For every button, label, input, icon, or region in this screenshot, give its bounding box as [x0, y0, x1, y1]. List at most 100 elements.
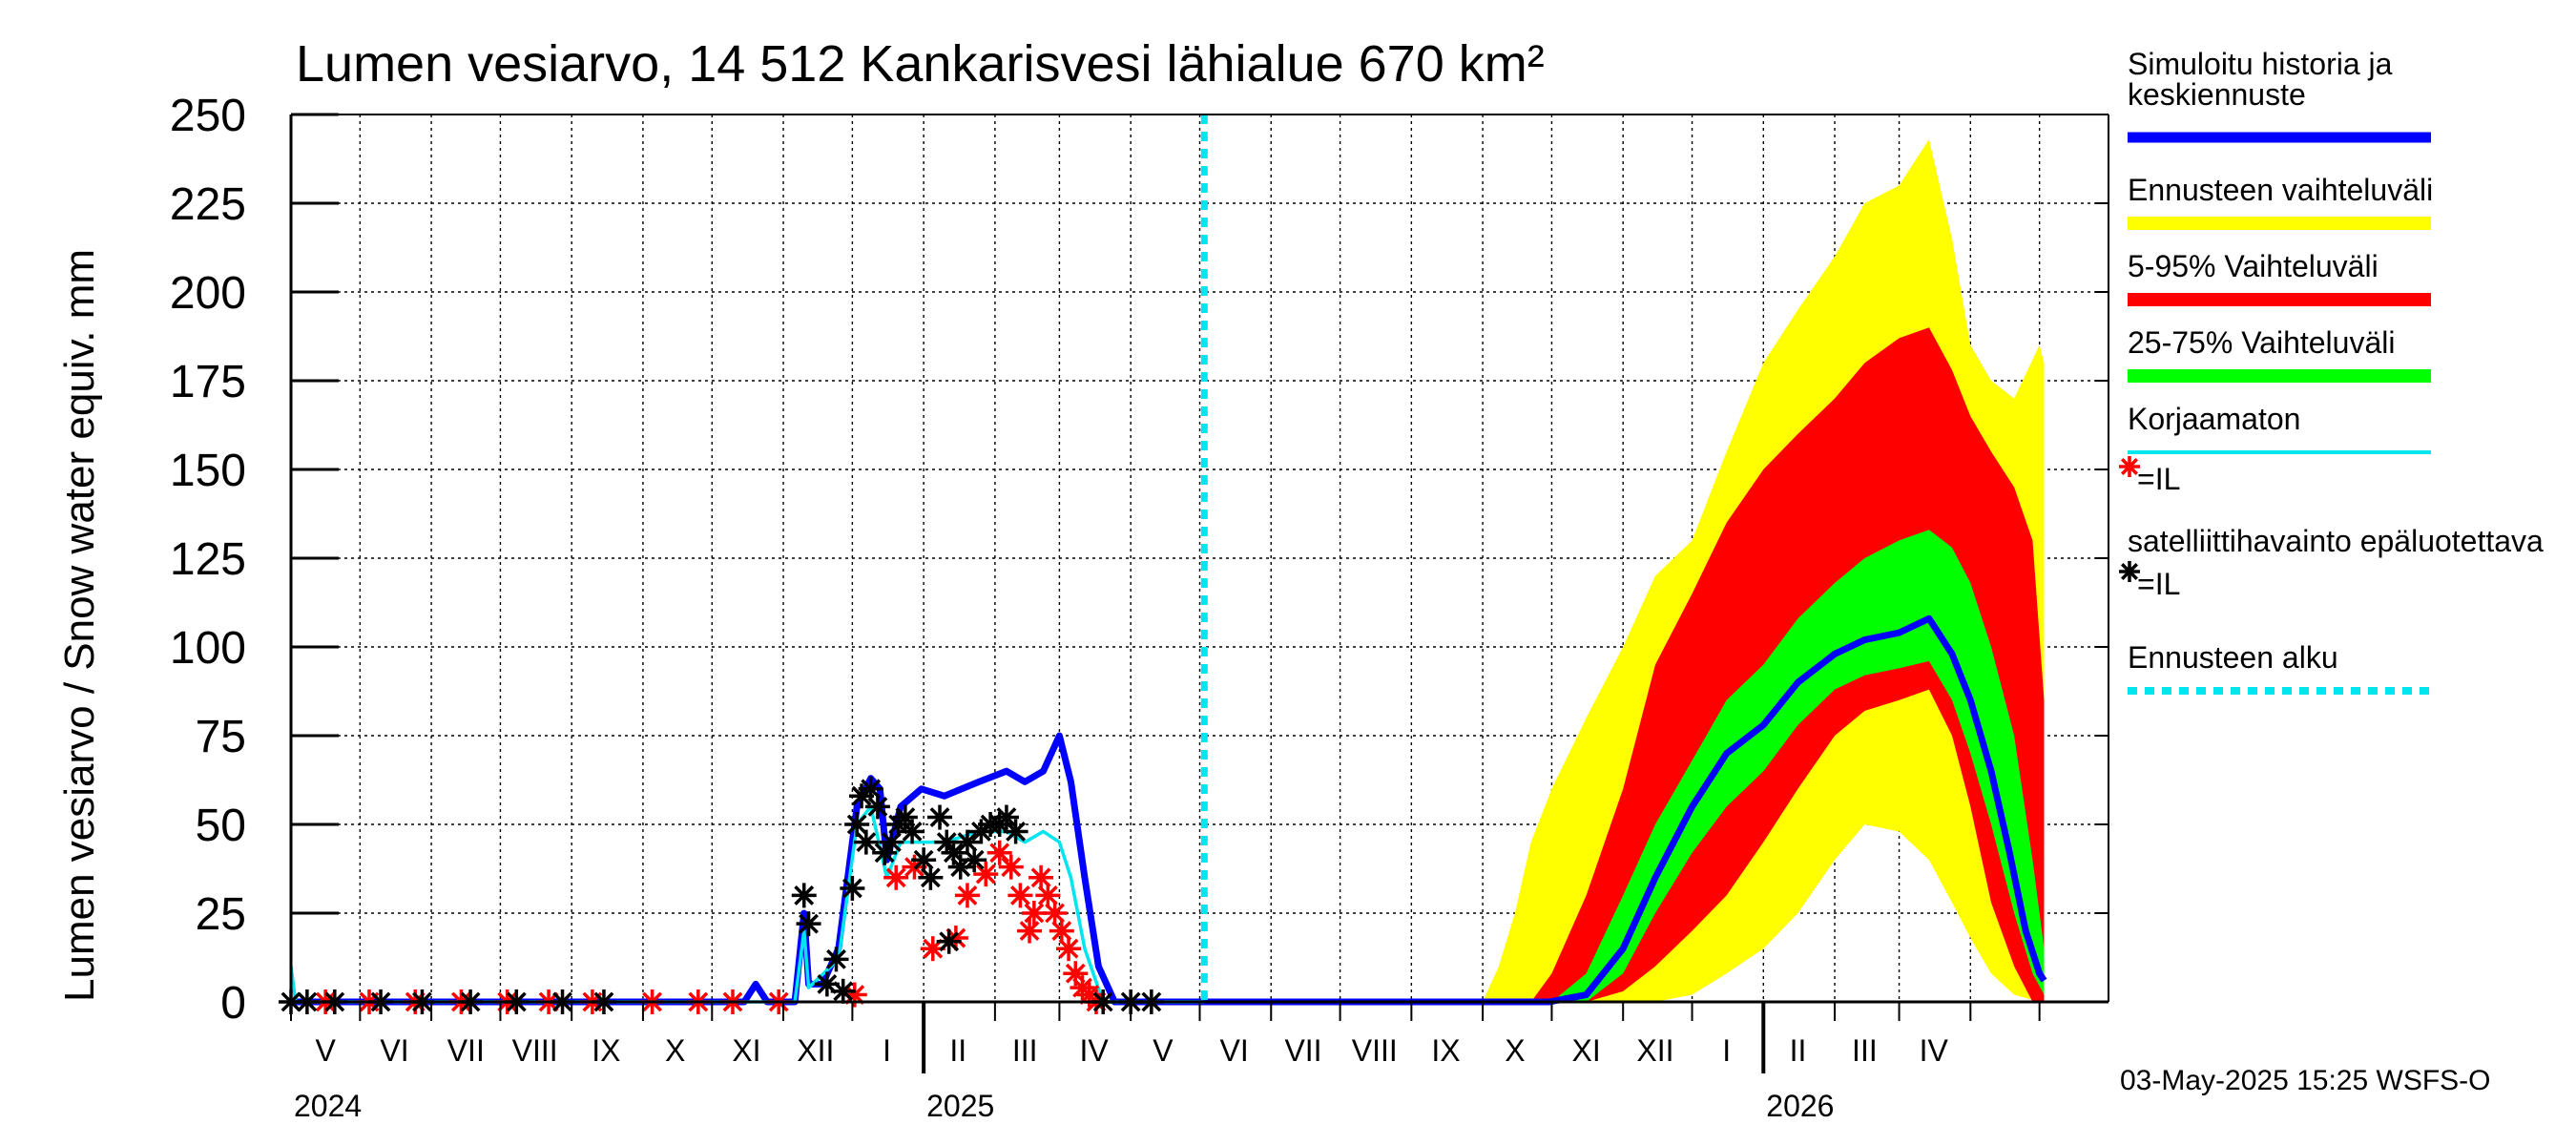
x-month-label: XI — [732, 1033, 760, 1068]
x-month-label: I — [883, 1033, 891, 1068]
x-month-label: VI — [380, 1033, 408, 1068]
x-month-label: VIII — [1352, 1033, 1398, 1068]
y-tick-label: 200 — [170, 268, 246, 319]
y-tick-label: 100 — [170, 623, 246, 674]
legend-marker-icon — [2119, 561, 2140, 582]
satellite-observation-marker — [823, 947, 849, 972]
unreliable-observation-marker-stroke — [989, 843, 1010, 864]
satellite-observation-marker — [900, 819, 925, 844]
satellite-observation-marker — [918, 864, 944, 890]
satellite-observation-marker-stroke — [964, 849, 985, 870]
satellite-observation-marker — [993, 804, 1019, 830]
legend-marker-icon-stroke — [2120, 562, 2139, 581]
x-month-label: II — [1790, 1033, 1807, 1068]
x-month-label: III — [1012, 1033, 1038, 1068]
satellite-observation-marker — [1003, 819, 1028, 844]
unreliable-observation-marker — [1028, 864, 1054, 890]
legend-label: =IL — [2137, 462, 2180, 496]
satellite-observation-marker-stroke — [826, 948, 846, 969]
legend-item: =IL satelliittihavainto epäluotettava — [2119, 456, 2544, 558]
unreliable-observation-marker-stroke — [1024, 903, 1045, 924]
x-month-label: X — [665, 1033, 685, 1068]
legend-label: Simuloitu historia ja — [2128, 47, 2393, 81]
unreliable-observation-marker — [883, 864, 909, 890]
x-month-label: IX — [1431, 1033, 1460, 1068]
y-tick-label: 25 — [196, 889, 246, 940]
legend-label: satelliittihavainto epäluotettava — [2128, 524, 2544, 558]
legend-label: Ennusteen vaihteluväli — [2128, 173, 2433, 207]
satellite-observation-marker-stroke — [846, 814, 867, 835]
satellite-observation-marker-stroke — [920, 867, 941, 888]
unreliable-observation-marker-stroke — [1045, 903, 1066, 924]
satellite-observation-marker-stroke — [939, 931, 960, 952]
satellite-observation-marker-stroke — [944, 843, 964, 864]
band-00ff00 — [1204, 530, 2045, 1002]
x-month-label: XI — [1571, 1033, 1600, 1068]
legend-item: 5-95% Vaihteluväli — [2128, 249, 2431, 306]
uncorrected-line — [289, 804, 1205, 1004]
x-year-label: 2025 — [926, 1089, 994, 1123]
satellite-observation-marker-stroke — [996, 807, 1017, 827]
y-axis-label: Lumen vesiarvo / Snow water equiv. mm — [56, 249, 103, 1002]
x-month-label: XII — [797, 1033, 834, 1068]
unreliable-observation-marker-stroke — [885, 867, 906, 888]
satellite-observation-marker — [927, 804, 953, 830]
y-tick-label: 50 — [196, 801, 246, 851]
x-month-label: II — [949, 1033, 966, 1068]
unreliable-observation-marker — [998, 854, 1024, 880]
satellite-observation-marker — [791, 883, 817, 908]
satellite-observation-marker-stroke — [817, 973, 838, 994]
legend-item: =IL — [2119, 561, 2180, 601]
legend-label: 5-95% Vaihteluväli — [2128, 249, 2379, 283]
legend-label: =IL — [2137, 567, 2180, 601]
band-ffff00 — [1204, 139, 2045, 1003]
y-tick-label: 150 — [170, 446, 246, 496]
unreliable-observation-marker — [954, 883, 980, 908]
unreliable-observation-marker-stroke — [1001, 857, 1022, 878]
legend-item: Ennusteen vaihteluväli — [2128, 173, 2433, 230]
unreliable-observation-marker-stroke — [1030, 867, 1051, 888]
unreliable-observation-marker — [1042, 901, 1068, 926]
unreliable-observation-marker-stroke — [1037, 885, 1058, 906]
legend-marker-icon — [2119, 456, 2140, 477]
x-month-label: IV — [1920, 1033, 1949, 1068]
unreliable-observation-marker-stroke — [975, 864, 996, 885]
legend-label: Korjaamaton — [2128, 402, 2300, 436]
x-year-label: 2026 — [1766, 1089, 1834, 1123]
satellite-observation-marker — [864, 794, 890, 820]
x-month-label: V — [315, 1033, 336, 1068]
x-month-label: IV — [1079, 1033, 1109, 1068]
unreliable-observation-marker-stroke — [1009, 885, 1030, 906]
x-month-label: I — [1722, 1033, 1731, 1068]
satellite-observation-marker-stroke — [856, 832, 877, 853]
x-month-label: XII — [1636, 1033, 1673, 1068]
x-month-label: VII — [1284, 1033, 1321, 1068]
satellite-observation-marker-stroke — [929, 807, 950, 827]
unreliable-observation-marker-stroke — [1065, 963, 1086, 984]
x-month-label: IX — [592, 1033, 620, 1068]
satellite-observation-marker-stroke — [841, 878, 862, 899]
y-tick-label: 75 — [196, 712, 246, 762]
y-tick-label: 225 — [170, 179, 246, 230]
satellite-observation-marker — [934, 829, 960, 855]
footer-timestamp: 03-May-2025 15:25 WSFS-O — [2120, 1065, 2491, 1096]
satellite-observation-marker-stroke — [1006, 822, 1027, 842]
satellite-observation-marker-stroke — [833, 981, 854, 1002]
satellite-observation-marker-stroke — [861, 779, 882, 800]
legend-label: keskiennuste — [2128, 77, 2306, 112]
unreliable-observation-marker-stroke — [1058, 938, 1079, 959]
satellite-observation-marker — [853, 829, 879, 855]
y-tick-label: 175 — [170, 357, 246, 407]
legend-marker-icon-stroke — [2120, 457, 2139, 476]
x-month-label: V — [1153, 1033, 1174, 1068]
satellite-observation-marker-stroke — [913, 849, 934, 870]
satellite-observation-marker — [962, 847, 987, 873]
chart-title: Lumen vesiarvo, 14 512 Kankarisvesi lähi… — [296, 35, 1545, 93]
satellite-observation-marker-stroke — [957, 832, 978, 853]
x-month-label: X — [1505, 1033, 1525, 1068]
satellite-observation-marker — [796, 911, 821, 937]
